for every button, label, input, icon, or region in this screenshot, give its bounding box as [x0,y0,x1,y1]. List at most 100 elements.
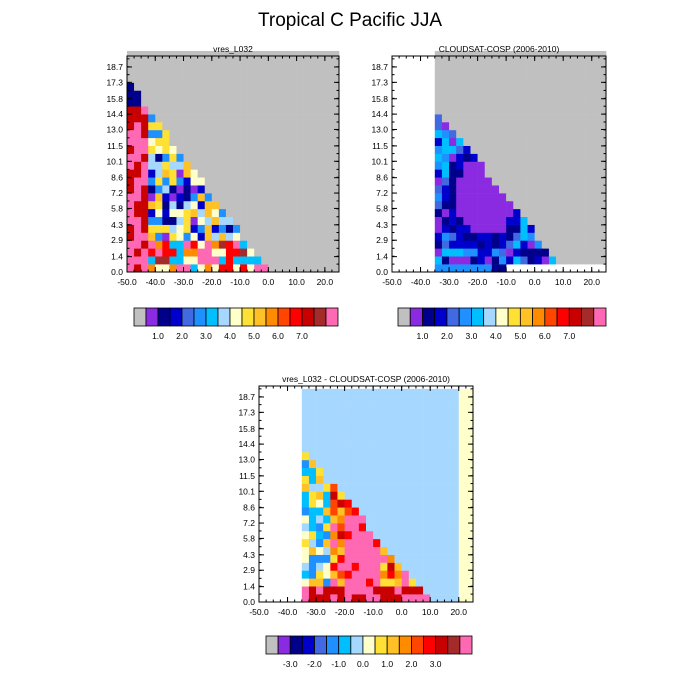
heatmap-cell [317,129,326,139]
heatmap-cell [563,122,571,131]
heatmap-cell [556,224,564,233]
heatmap-cell [303,264,312,273]
heatmap-cell [324,106,333,115]
heatmap-cell [387,570,395,579]
heatmap-cell [541,216,550,225]
heatmap-cell [563,161,571,170]
heatmap-cell [323,444,331,453]
heatmap-cell [570,240,578,249]
y-tick-label: 18.7 [371,62,388,72]
heatmap-cell [441,224,450,233]
heatmap-cell [520,208,528,218]
heatmap-cell [444,467,452,476]
heatmap-cell [444,483,452,492]
heatmap-cell [534,145,543,154]
heatmap-cell [556,256,564,265]
heatmap-cell [387,396,395,405]
heatmap-cell [520,193,528,202]
heatmap-cell [477,129,486,139]
heatmap-cell [513,177,521,186]
y-tick-label: 15.8 [238,424,255,434]
heatmap-cell [148,208,156,218]
heatmap-cell [387,546,395,555]
heatmap-cell [463,264,471,273]
heatmap-cell [296,58,304,68]
heatmap-cell [141,216,149,225]
heatmap-cell [387,499,395,508]
heatmap-cell [240,74,248,83]
heatmap-cell [176,224,184,233]
heatmap-cell [337,523,345,532]
heatmap-cell [303,153,312,162]
heatmap-cell [556,161,564,170]
heatmap-cell [351,530,360,540]
heatmap-cell [330,554,338,563]
heatmap-cell [233,137,241,146]
heatmap-cell [358,515,367,524]
heatmap-cell [394,459,402,469]
heatmap-cell [344,459,353,469]
heatmap-cell [358,452,367,461]
heatmap-cell [584,58,593,68]
heatmap-cell [296,82,304,91]
heatmap-cell [268,58,276,68]
heatmap-cell [465,570,474,579]
heatmap-cell [176,248,184,257]
heatmap-cell [233,177,241,186]
heatmap-cell [401,436,410,445]
heatmap-cell [240,208,248,218]
heatmap-cell [373,436,381,445]
heatmap-cell [337,499,345,508]
heatmap-cell [301,499,310,508]
y-tick-label: 1.4 [376,252,388,262]
heatmap-cell [394,578,402,587]
colorbar-swatch [157,307,171,327]
heatmap-cell [183,248,191,257]
heatmap-cell [541,66,550,75]
heatmap-cell [331,200,340,210]
heatmap-cell [289,232,297,241]
heatmap-cell [323,412,331,421]
heatmap-cell [331,90,340,99]
heatmap-cell [387,491,395,500]
heatmap-cell [451,562,460,571]
heatmap-cell [598,193,607,202]
heatmap-cell [358,586,367,595]
colorbar-swatch [447,635,461,655]
heatmap-cell [268,106,276,115]
heatmap-cell [134,153,142,162]
heatmap-cell [337,515,345,524]
heatmap-cell [310,185,319,194]
heatmap-cell [484,98,493,107]
heatmap-cell [323,578,331,587]
heatmap-cell [477,232,486,241]
heatmap-cell [183,256,191,265]
heatmap-cell [477,193,486,202]
heatmap-cell [148,98,156,107]
heatmap-cell [484,137,493,146]
heatmap-cell [477,248,486,257]
heatmap-cell [423,467,431,476]
heatmap-cell [451,530,460,540]
y-tick-label: 15.8 [106,94,123,104]
heatmap-cell [513,153,521,162]
heatmap-cell [190,82,198,91]
heatmap-cell [289,177,297,186]
heatmap-cell [513,58,521,68]
heatmap-cell [415,396,424,405]
heatmap-cell [456,232,464,241]
heatmap-cell [513,129,521,139]
heatmap-cell [169,264,177,273]
heatmap-cell [268,193,276,202]
heatmap-cell [183,169,191,178]
heatmap-cell [317,216,326,225]
heatmap-cell [449,232,457,241]
heatmap-cell [183,208,191,218]
heatmap-cell [204,122,213,131]
heatmap-cell [541,122,550,131]
panel-title: CLOUDSAT-COSP (2006-2010) [439,44,560,54]
heatmap-cell [499,161,507,170]
heatmap-cell [401,523,410,532]
heatmap-cell [247,264,255,273]
heatmap-cell [225,161,234,170]
